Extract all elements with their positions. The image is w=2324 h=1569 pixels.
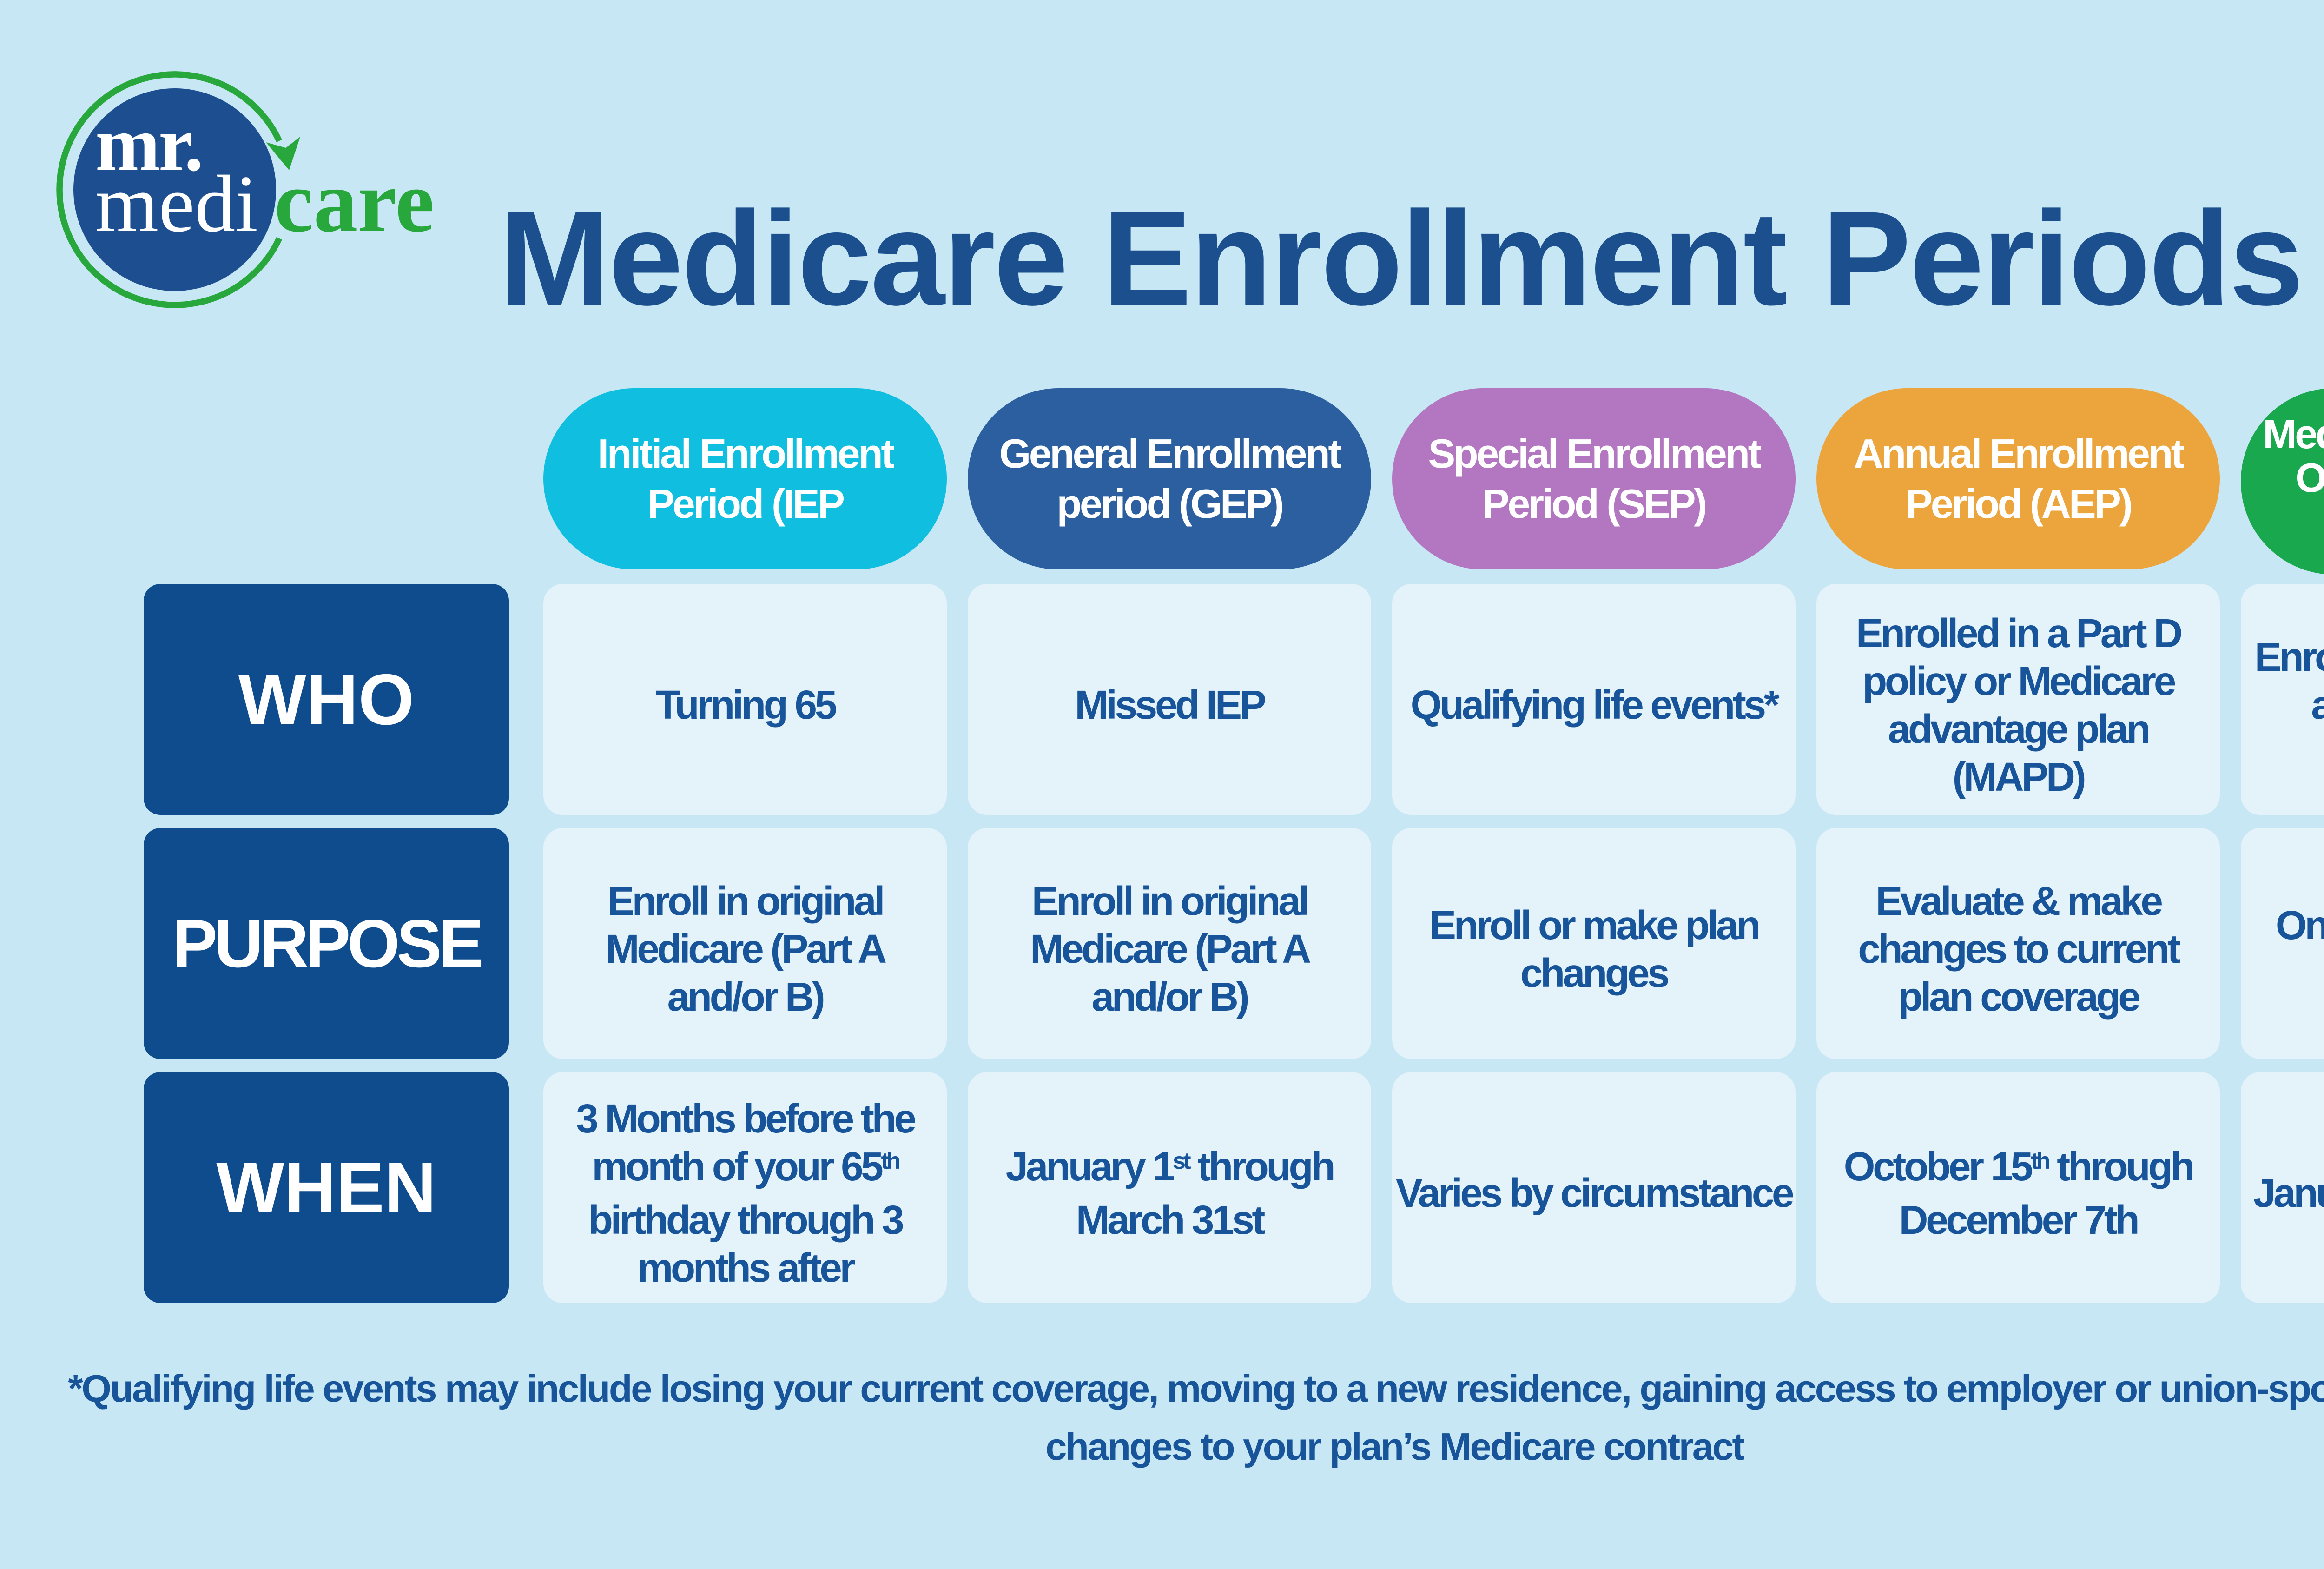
svg-text:medi: medi xyxy=(95,159,258,249)
svg-text:mr.: mr. xyxy=(95,101,202,187)
svg-text:care: care xyxy=(274,153,435,251)
